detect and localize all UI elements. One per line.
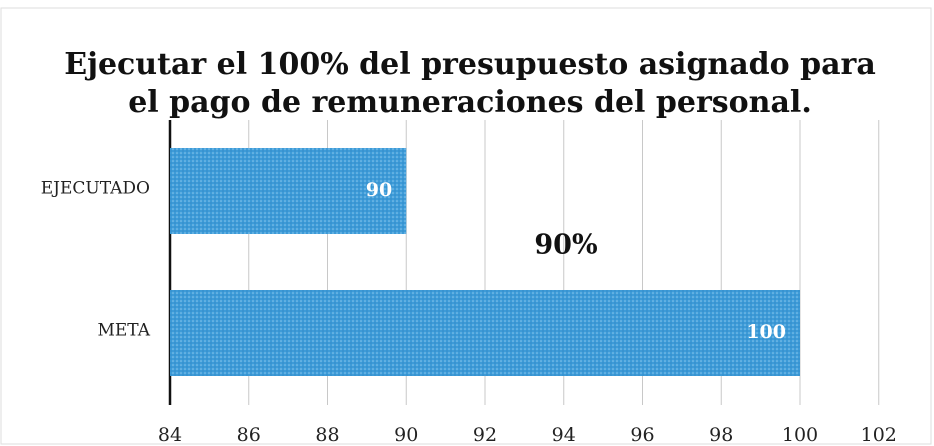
chart-title-line: Ejecutar el 100% del presupuesto asignad… [64,47,876,82]
bar [170,148,407,234]
data-label: 100 [746,321,786,343]
bar [170,290,800,376]
x-tick-label: 90 [394,424,418,446]
x-tick-label: 92 [473,424,497,446]
x-tick-label: 100 [782,424,818,446]
category-label: META [97,321,150,341]
x-tick-label: 94 [552,424,576,446]
x-tick-label: 84 [158,424,182,446]
x-tick-label: 86 [237,424,261,446]
category-label: EJECUTADO [41,179,150,199]
x-tick-label: 102 [861,424,897,446]
x-tick-label: 96 [630,424,654,446]
x-tick-label: 88 [315,424,339,446]
annotation: 90% [534,230,597,261]
chart-title-line: el pago de remuneraciones del personal. [128,85,812,120]
x-tick-label: 98 [709,424,733,446]
data-label: 90 [366,179,392,201]
